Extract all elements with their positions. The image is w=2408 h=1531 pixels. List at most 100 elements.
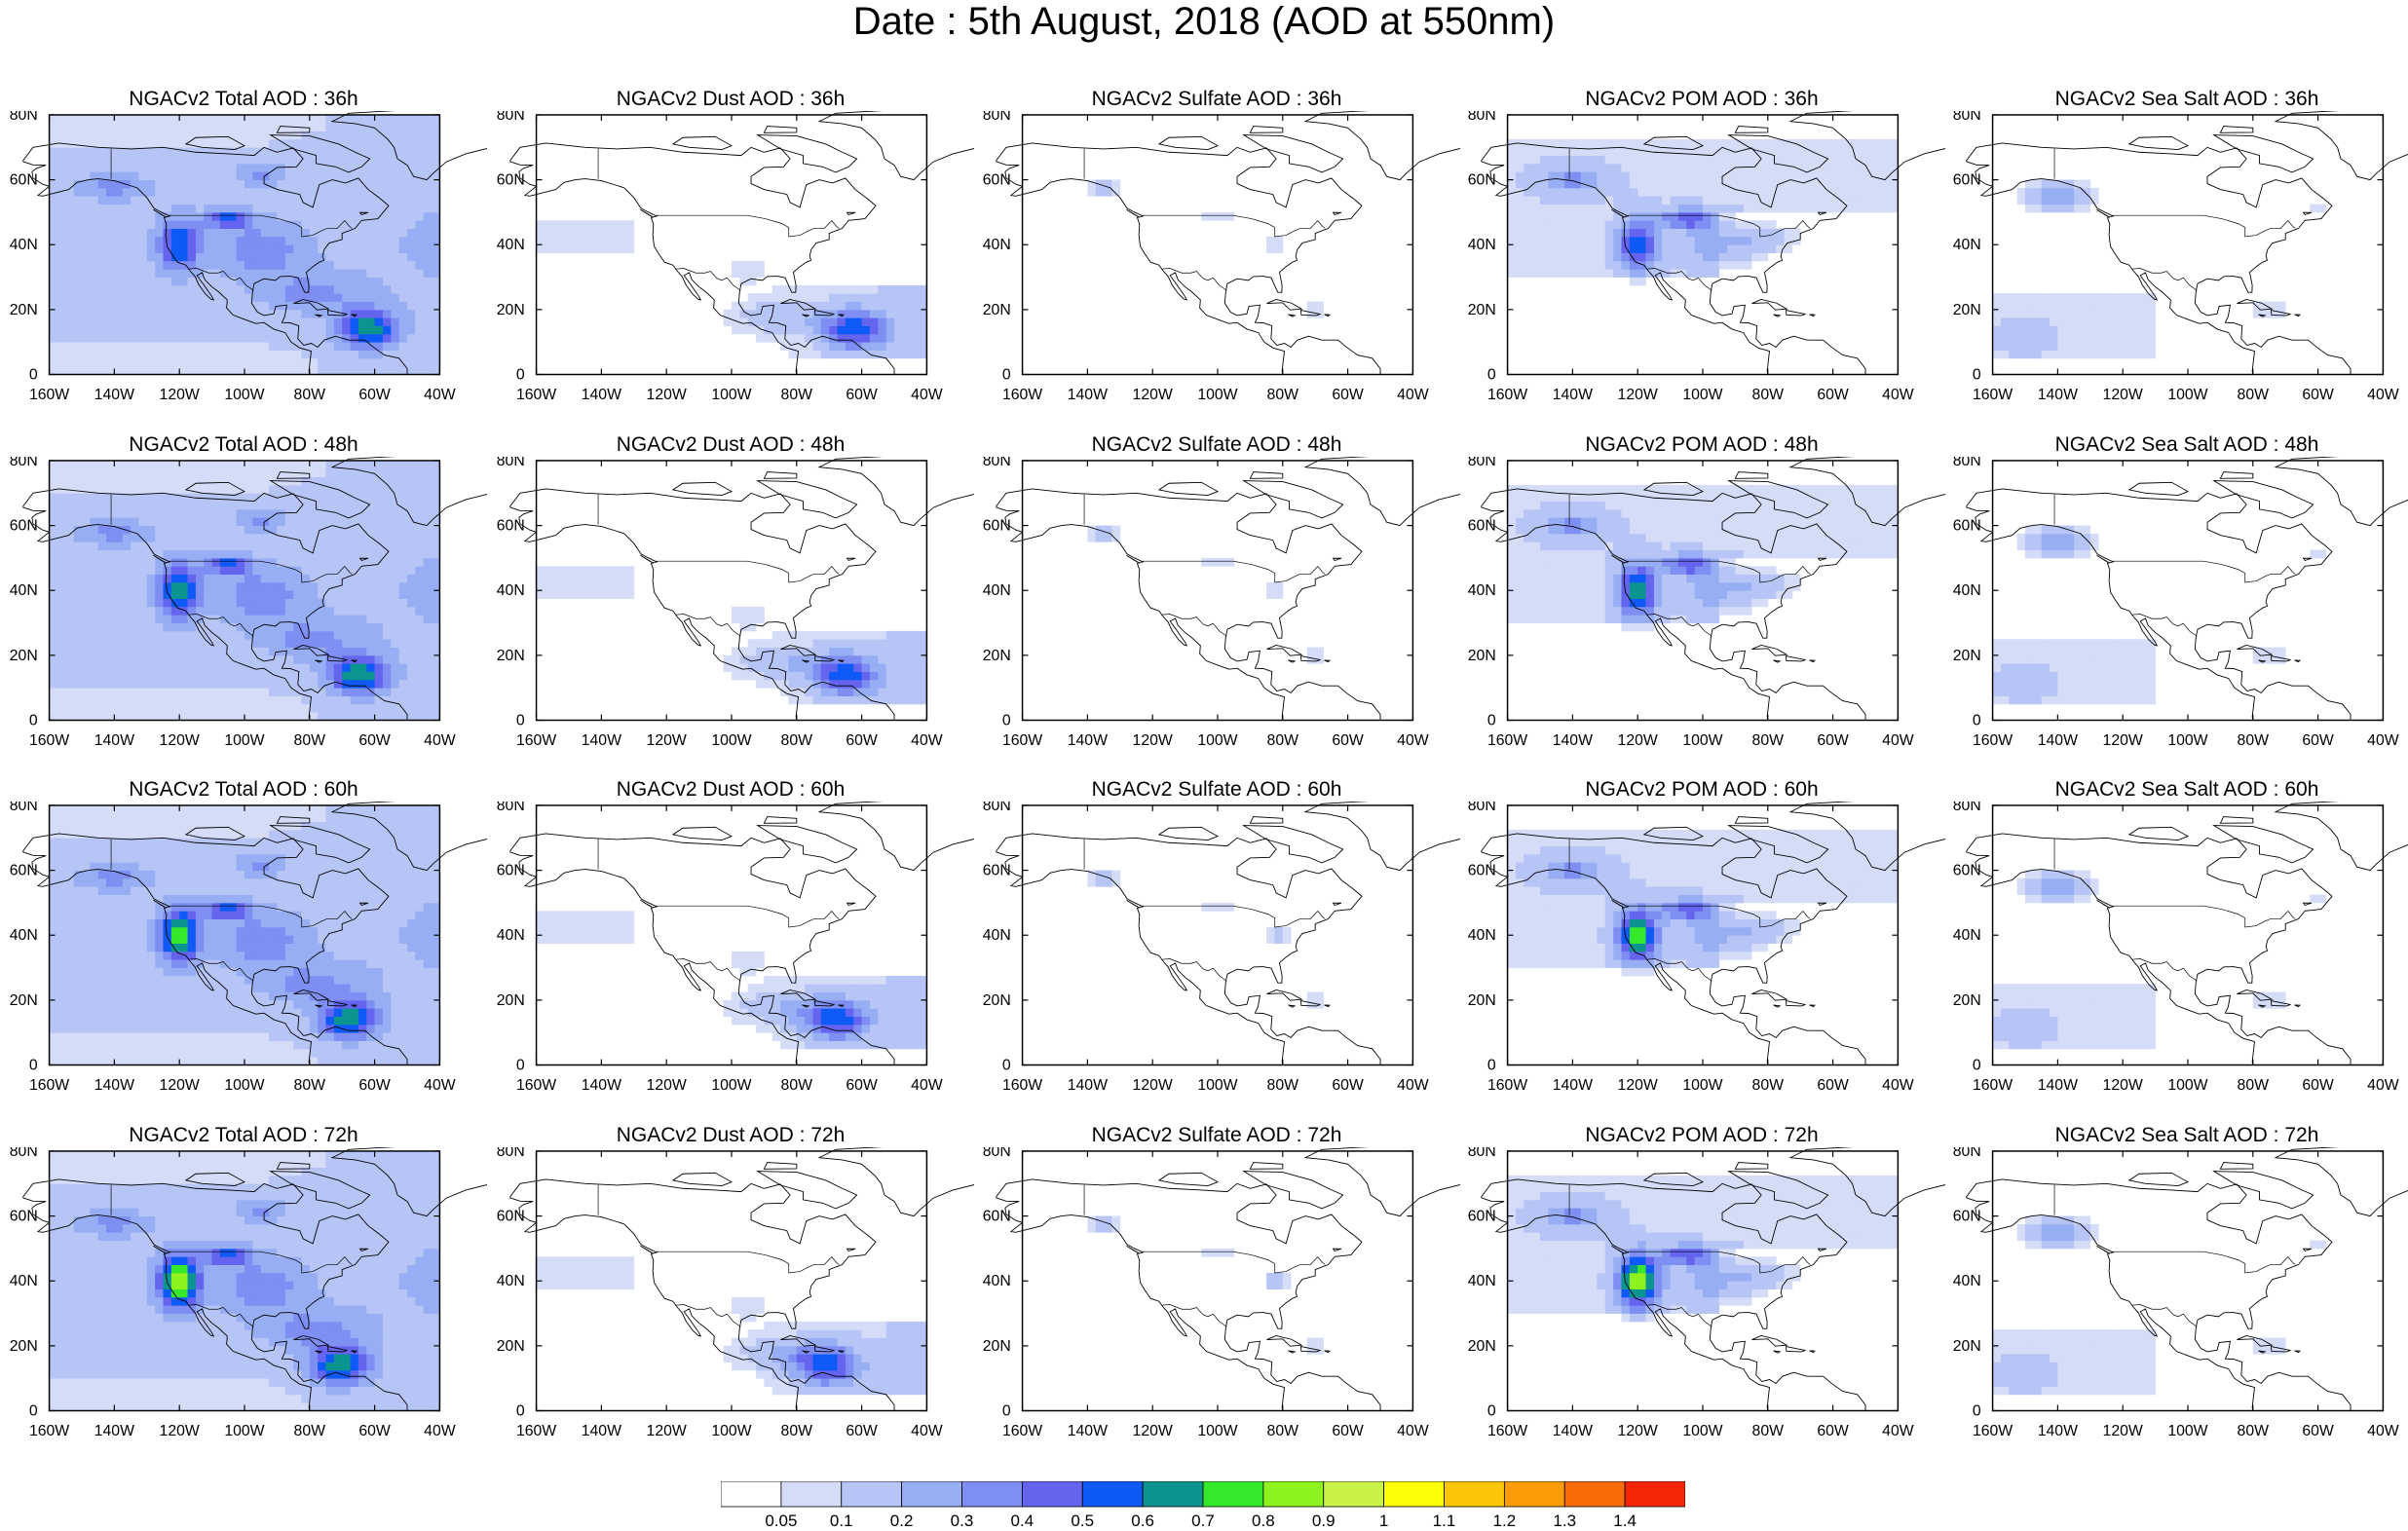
x-tick-label: 120W (160, 1077, 200, 1094)
x-tick-label: 100W (224, 732, 264, 749)
x-tick-label: 80W (781, 387, 813, 403)
map-panel-dust-4: NGACv2 Dust AOD : 72h 160W 140W 120W 100W 80W… (487, 1122, 974, 1463)
x-tick-label: 80W (294, 1423, 326, 1439)
map-plot: 160W 140W 120W 100W 80W 60W 40W 0 20N 40N 60N 80N (1953, 1147, 2408, 1439)
x-tick-label: 140W (1068, 732, 1108, 749)
x-tick-label: 80W (294, 387, 326, 403)
x-tick-label: 60W (1332, 1077, 1364, 1094)
x-tick-label: 60W (1332, 732, 1364, 749)
x-tick-label: 160W (1002, 732, 1042, 749)
colorbar-swatch (1444, 1481, 1505, 1508)
colorbar-label: 1.2 (1493, 1512, 1517, 1530)
x-tick-label: 60W (1817, 732, 1849, 749)
aod-shading (1087, 179, 1324, 318)
y-tick-label: 0 (29, 712, 38, 728)
y-tick-label: 40N (1953, 582, 1981, 599)
x-tick-label: 60W (358, 387, 391, 403)
x-tick-label: 120W (1133, 732, 1173, 749)
y-tick-label: 0 (1487, 1402, 1496, 1419)
x-tick-label: 100W (1197, 1423, 1237, 1439)
map-plot: 160W 140W 120W 100W 80W 60W 40W 0 20N 40N 60N 80N (1953, 802, 2408, 1094)
x-tick-label: 80W (1267, 1423, 1299, 1439)
x-tick-label: 140W (1553, 1077, 1593, 1094)
aod-shading (49, 804, 440, 1065)
y-tick-label: 40N (497, 237, 525, 253)
y-tick-label: 60N (1468, 1209, 1496, 1225)
aod-shading (1087, 525, 1324, 664)
y-tick-label: 60N (1953, 863, 1981, 879)
x-tick-label: 120W (160, 387, 200, 403)
map-plot: 160W 140W 120W 100W 80W 60W 40W 0 20N 40N 60N 80N (1953, 457, 2408, 749)
y-tick-label: 80N (10, 1147, 38, 1160)
coastlines (996, 457, 1460, 721)
colorbar-swatch (1624, 1481, 1685, 1508)
panel-title: NGACv2 Sulfate AOD : 72h (1091, 1124, 1342, 1146)
colorbar-swatch (1262, 1481, 1325, 1508)
x-tick-label: 60W (2302, 732, 2334, 749)
y-tick-label: 0 (1973, 366, 1981, 383)
x-tick-label: 140W (2038, 1077, 2078, 1094)
panel-title: NGACv2 Sea Salt AOD : 72h (2054, 1124, 2319, 1146)
coastlines (509, 802, 974, 1065)
x-tick-label: 100W (224, 387, 264, 403)
y-tick-label: 20N (10, 1338, 38, 1355)
y-tick-label: 20N (497, 992, 525, 1009)
x-tick-label: 120W (647, 732, 687, 749)
coastlines (22, 457, 487, 721)
x-tick-label: 40W (2367, 387, 2399, 403)
x-tick-label: 40W (1397, 387, 1429, 403)
y-tick-label: 0 (516, 1402, 525, 1419)
y-tick-label: 40N (1468, 582, 1496, 599)
y-tick-label: 80N (1953, 111, 1981, 124)
y-tick-label: 80N (1468, 111, 1496, 124)
colorbar-swatch (721, 1481, 782, 1508)
coastlines (1966, 457, 2408, 721)
x-tick-label: 60W (358, 1423, 391, 1439)
x-tick-label: 80W (781, 1077, 813, 1094)
y-tick-label: 40N (1468, 237, 1496, 253)
aod-shading (49, 1150, 440, 1411)
x-tick-label: 160W (29, 387, 69, 403)
x-tick-label: 60W (846, 732, 878, 749)
x-tick-label: 40W (1397, 732, 1429, 749)
x-tick-label: 80W (1752, 1423, 1785, 1439)
y-tick-label: 60N (983, 518, 1011, 535)
x-tick-label: 140W (1068, 1423, 1108, 1439)
map-panel-sulfate-1: NGACv2 Sulfate AOD : 36h 160W 140W 120W 100W… (973, 86, 1460, 427)
x-tick-label: 140W (94, 1077, 134, 1094)
x-tick-label: 60W (358, 1077, 391, 1094)
x-tick-label: 160W (516, 1077, 556, 1094)
map-plot: 160W 140W 120W 100W 80W 60W 40W 0 20N 40N 60N 80N (10, 802, 487, 1094)
x-tick-label: 100W (2167, 732, 2207, 749)
y-tick-label: 40N (497, 1273, 525, 1289)
x-tick-label: 160W (1002, 1423, 1042, 1439)
x-tick-label: 140W (2038, 1423, 2078, 1439)
y-tick-label: 60N (10, 518, 38, 535)
map-panel-sulfate-3: NGACv2 Sulfate AOD : 60h 160W 140W 120W 100W… (973, 776, 1460, 1117)
y-tick-label: 80N (1953, 1147, 1981, 1160)
y-tick-label: 40N (1953, 927, 1981, 944)
x-tick-label: 120W (647, 1077, 687, 1094)
plot-frame (1991, 460, 2385, 722)
y-tick-label: 20N (497, 648, 525, 664)
y-tick-label: 20N (497, 302, 525, 318)
x-tick-label: 160W (1487, 1077, 1527, 1094)
panel-title: NGACv2 Dust AOD : 72h (616, 1124, 846, 1146)
map-panel-total-4: NGACv2 Total AOD : 72h 160W 140W 120W 100W 80… (0, 1122, 487, 1463)
coastlines (1966, 111, 2408, 375)
panel-title: NGACv2 Total AOD : 60h (129, 778, 358, 801)
x-tick-label: 60W (1817, 387, 1849, 403)
y-tick-label: 80N (10, 457, 38, 469)
y-tick-label: 0 (516, 712, 525, 728)
x-tick-label: 140W (1553, 1423, 1593, 1439)
y-tick-label: 60N (1468, 518, 1496, 535)
aod-shading (1992, 1215, 2327, 1396)
colorbar-swatch (1202, 1481, 1264, 1508)
y-tick-label: 80N (983, 111, 1011, 124)
x-tick-label: 40W (1882, 387, 1914, 403)
y-tick-label: 80N (1468, 457, 1496, 469)
y-tick-label: 40N (1468, 927, 1496, 944)
x-tick-label: 140W (94, 387, 134, 403)
panel-title: NGACv2 Total AOD : 48h (129, 433, 358, 456)
